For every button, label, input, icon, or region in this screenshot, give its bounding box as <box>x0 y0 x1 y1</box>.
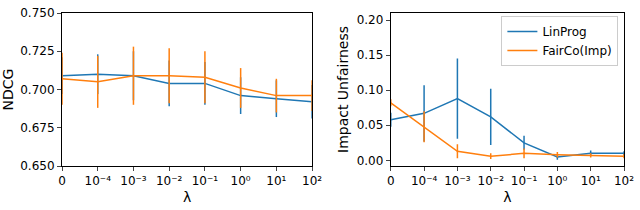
svg-text:FairCo(Imp): FairCo(Imp) <box>542 44 611 58</box>
svg-text:10⁻³: 10⁻³ <box>444 174 471 188</box>
svg-text:0.00: 0.00 <box>357 154 384 168</box>
svg-text:0.05: 0.05 <box>357 118 384 132</box>
svg-text:0.10: 0.10 <box>357 83 384 97</box>
svg-text:Impact Unfairness: Impact Unfairness <box>335 26 351 153</box>
svg-text:10⁻²: 10⁻² <box>478 174 505 188</box>
svg-text:λ: λ <box>183 189 191 205</box>
svg-text:10⁻²: 10⁻² <box>156 174 183 188</box>
svg-text:0.675: 0.675 <box>20 121 54 135</box>
svg-text:10⁰: 10⁰ <box>547 174 567 188</box>
svg-text:10²: 10² <box>614 174 634 188</box>
svg-text:0.650: 0.650 <box>20 159 54 173</box>
svg-text:0.15: 0.15 <box>357 48 384 62</box>
svg-text:10²: 10² <box>302 174 322 188</box>
svg-text:0.20: 0.20 <box>357 13 384 27</box>
svg-text:10¹: 10¹ <box>581 174 601 188</box>
svg-text:0: 0 <box>58 174 66 188</box>
svg-text:LinProg: LinProg <box>542 25 586 39</box>
svg-text:10⁻¹: 10⁻¹ <box>192 174 219 188</box>
svg-text:0.750: 0.750 <box>20 6 54 20</box>
svg-text:0.725: 0.725 <box>20 44 54 58</box>
svg-text:10⁰: 10⁰ <box>231 174 251 188</box>
svg-text:10⁻¹: 10⁻¹ <box>511 174 538 188</box>
svg-text:10⁻³: 10⁻³ <box>120 174 147 188</box>
svg-text:10⁻⁴: 10⁻⁴ <box>85 174 112 188</box>
svg-text:0: 0 <box>387 174 395 188</box>
svg-text:10¹: 10¹ <box>266 174 286 188</box>
svg-text:NDCG: NDCG <box>0 69 16 111</box>
svg-text:λ: λ <box>503 189 511 205</box>
svg-text:10⁻⁴: 10⁻⁴ <box>411 174 438 188</box>
svg-text:0.700: 0.700 <box>20 83 54 97</box>
